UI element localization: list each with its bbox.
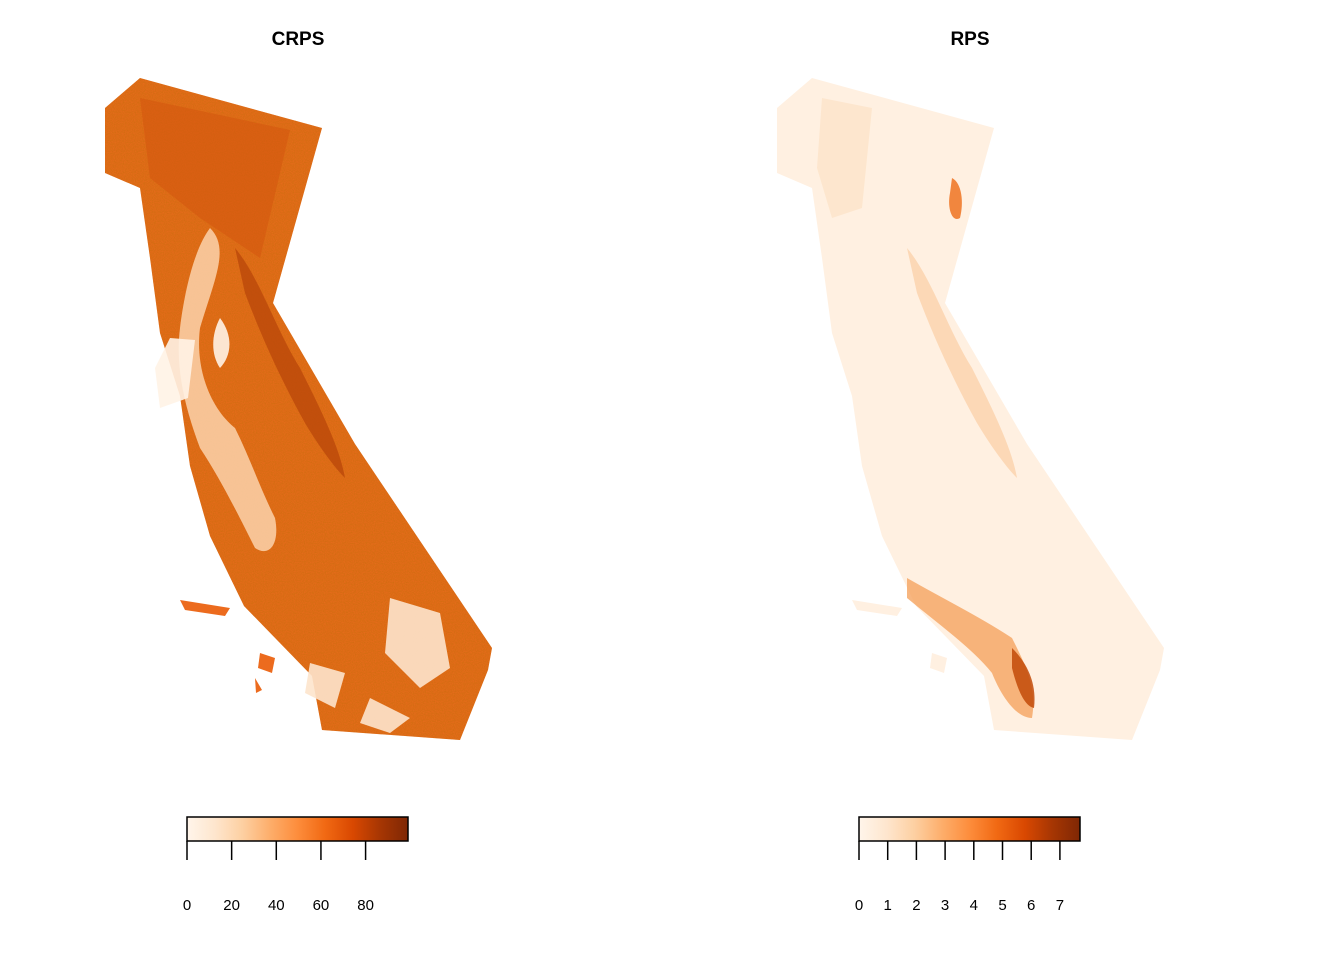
map-rps (777, 78, 1164, 740)
colorbar-tick-label: 60 (313, 897, 330, 914)
north-dark (140, 98, 290, 258)
sierra-band (235, 248, 345, 478)
coast-band (907, 578, 1034, 718)
colorbar-tick-label: 40 (268, 897, 285, 914)
map-crps (105, 78, 492, 740)
valley-light-spots (155, 318, 230, 408)
island-1 (180, 600, 230, 616)
panel-crps: CRPS 0 20 40 60 80 (105, 29, 492, 914)
colorbar-tick-label: 5 (998, 897, 1006, 914)
south-dark (1012, 648, 1035, 708)
colorbar-tick-label: 7 (1056, 897, 1064, 914)
colorbar-tick-label: 20 (223, 897, 240, 914)
south-light (305, 598, 450, 733)
colorbar-tick-label: 0 (855, 897, 863, 914)
colorbar-tick-label: 3 (941, 897, 949, 914)
colorbar-tick-label: 6 (1027, 897, 1035, 914)
colorbar-tick-label: 1 (884, 897, 892, 914)
colorbar-rps: 0 1 2 3 4 5 6 7 (855, 816, 1081, 914)
panel-title: RPS (950, 29, 989, 50)
colorbar-ticks: 0 1 2 3 4 5 6 7 (855, 841, 1064, 914)
northeast-spot (949, 178, 962, 219)
sierra-band (907, 248, 1017, 478)
colorbar-fill (858, 816, 1081, 842)
colorbar-crps: 0 20 40 60 80 (183, 816, 409, 914)
colorbar-tick-label: 80 (357, 897, 374, 914)
colorbar-tick-label: 4 (970, 897, 978, 914)
panel-rps: RPS 0 1 2 3 4 5 6 7 (777, 29, 1164, 914)
island-3 (255, 678, 262, 693)
island-2 (258, 653, 275, 673)
colorbar-tick-label: 2 (912, 897, 920, 914)
island-2 (930, 653, 947, 673)
island-1 (852, 600, 902, 616)
colorbar-tick-label: 0 (183, 897, 191, 914)
north-mid (817, 98, 872, 218)
central-valley (178, 228, 277, 552)
panel-title: CRPS (272, 29, 325, 50)
colorbar-fill (186, 816, 409, 842)
colorbar-ticks: 0 20 40 60 80 (183, 841, 374, 914)
